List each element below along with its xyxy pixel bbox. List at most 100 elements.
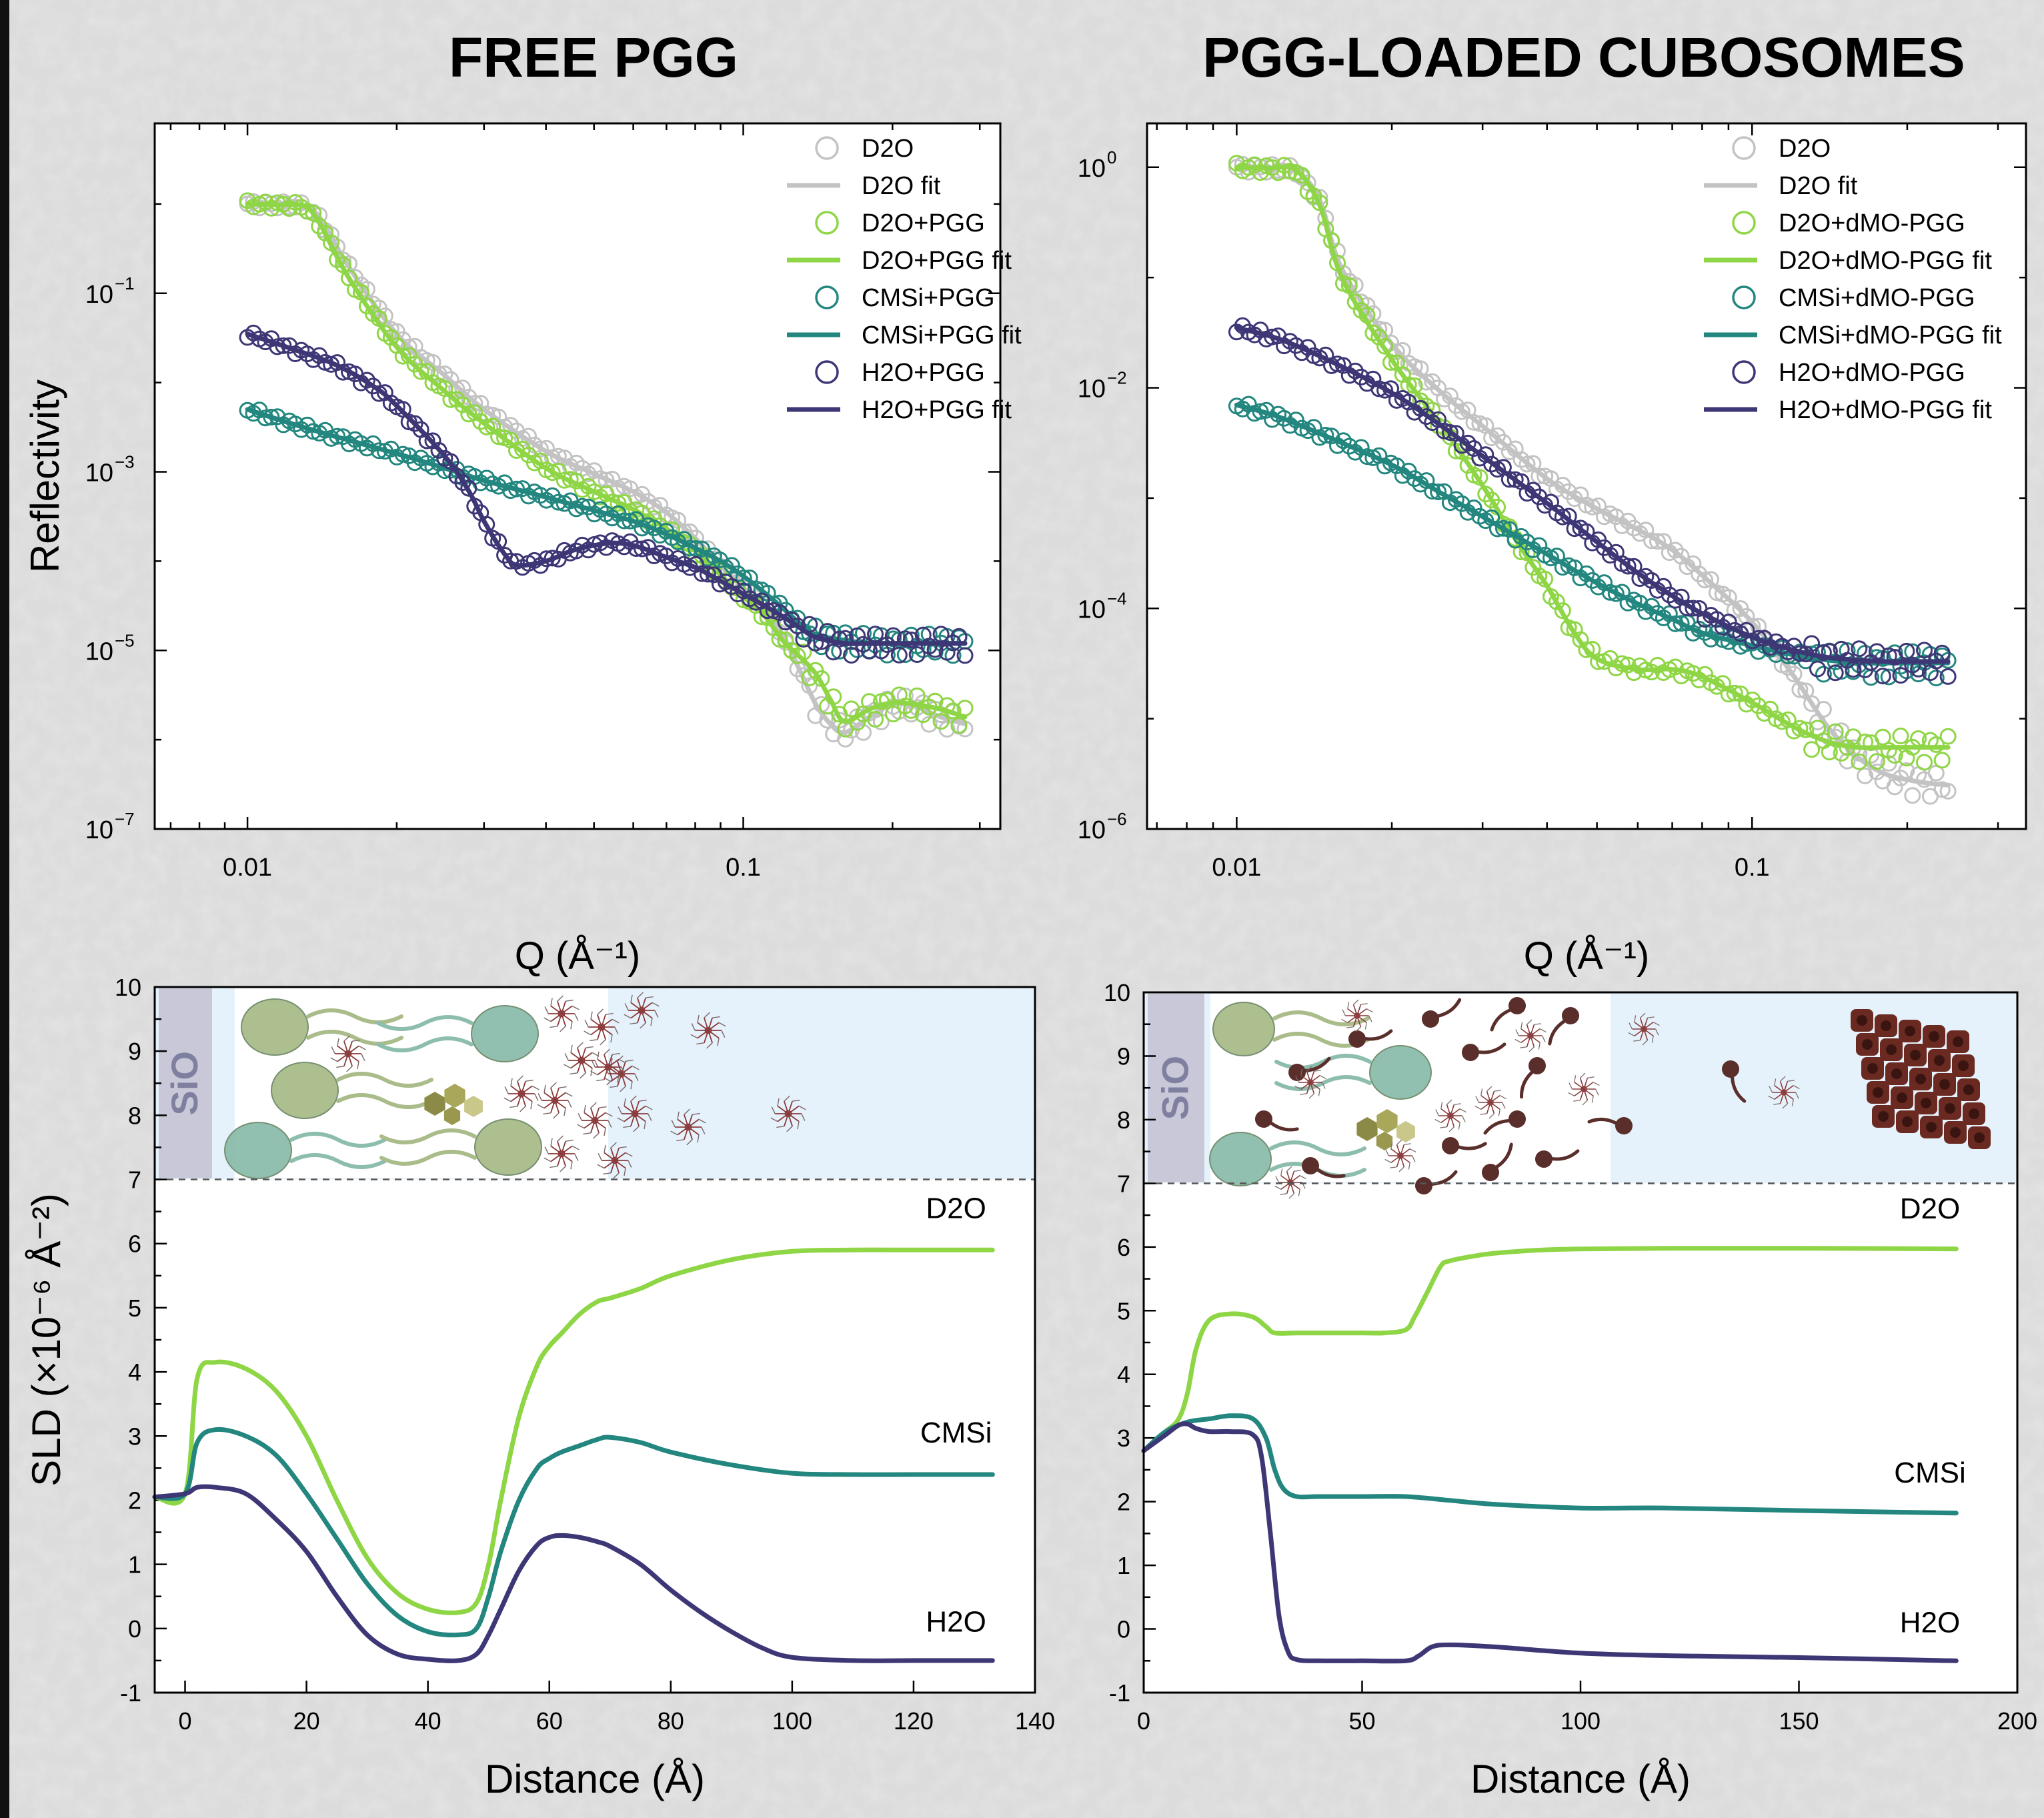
cubosome-pore [1953, 1036, 1963, 1047]
cubosome-pore [1929, 1031, 1939, 1042]
sld-chart-cubosomes: SiO-10123456789100 50 100 150 200D2OCMSiH2OD… [1104, 979, 2037, 1801]
cubosome-pore [1867, 1063, 1878, 1074]
sio2-label: SiO [1154, 1056, 1196, 1120]
cubosome-pore [1963, 1084, 1974, 1095]
legend-label: D2O+PGG fit [862, 247, 1012, 275]
y-tick-label: 10 [115, 974, 141, 1001]
y-tick-label: 2 [128, 1487, 141, 1514]
y-tick-exponent: −3 [115, 452, 135, 472]
cubosome-pore [1857, 1015, 1867, 1026]
y-tick-label: 0 [1117, 1616, 1130, 1643]
x-axis-label: Q (Å⁻¹) [1524, 934, 1649, 978]
legend-label: H2O+PGG [862, 359, 985, 387]
y-tick-label: 9 [128, 1038, 141, 1065]
y-tick-label: -1 [120, 1679, 141, 1707]
legend-label: H2O+PGG fit [862, 396, 1012, 424]
y-tick-label: 6 [128, 1230, 141, 1258]
cubosome-pore [1878, 1111, 1889, 1122]
legend-label: CMSi+PGG fit [862, 321, 1022, 349]
legend-label: D2O+PGG [862, 209, 985, 237]
cubosome-pore [1974, 1132, 1985, 1143]
x-tick-label: 50 [1348, 1707, 1375, 1735]
y-tick-label: 8 [128, 1102, 141, 1129]
y-tick-exponent: 0 [1107, 147, 1116, 167]
y-tick-exponent: −6 [1107, 809, 1127, 829]
title-free-pgg: FREE PGG [449, 26, 738, 89]
lipid-head [1210, 1132, 1271, 1186]
cubosome-pore [1950, 1127, 1961, 1138]
y-tick-label: 2 [1117, 1489, 1130, 1516]
y-tick-label: 10 [85, 281, 113, 309]
x-tick-label: 40 [415, 1707, 441, 1735]
legend-label: CMSi+dMO-PGG fit [1779, 321, 2002, 349]
lipid-head [241, 999, 308, 1055]
x-axis-label: Distance (Å) [485, 1757, 705, 1801]
x-tick-label: 0 [179, 1707, 192, 1735]
legend-label: H2O+dMO-PGG fit [1779, 396, 1992, 424]
legend-label: D2O [1779, 135, 1831, 163]
legend-label: D2O fit [862, 172, 941, 200]
x-axis-label: Distance (Å) [1470, 1757, 1691, 1801]
series-label: CMSi [1894, 1457, 1966, 1489]
lipid-head [271, 1062, 338, 1118]
cubosome-pore [1934, 1055, 1945, 1066]
cubosome-pore [1910, 1050, 1921, 1060]
legend-label: D2O+dMO-PGG [1779, 209, 1965, 237]
cubosome-pore [1926, 1122, 1937, 1132]
y-axis-label: SLD (×10⁻⁶ Å⁻²) [24, 1193, 69, 1487]
series-label: CMSi [920, 1417, 992, 1449]
cubosome-pore [1873, 1087, 1883, 1098]
legend-label: D2O [862, 135, 914, 163]
y-tick-label: 10 [85, 460, 113, 488]
y-tick-label: 4 [1117, 1361, 1130, 1389]
cubosome-pore [1921, 1098, 1931, 1108]
cubosome-pore [1902, 1116, 1913, 1127]
legend-label: H2O+dMO-PGG [1779, 359, 1965, 387]
legend-label: CMSi+dMO-PGG [1779, 284, 1975, 312]
y-tick-label: 10 [85, 816, 113, 844]
y-tick-label: 10 [1078, 155, 1106, 183]
x-tick-label: 0.1 [1735, 854, 1770, 882]
lipid-head [1213, 1002, 1274, 1056]
y-tick-exponent: −5 [115, 630, 135, 650]
cubosome-pore [1886, 1044, 1897, 1055]
y-tick-label: 6 [1117, 1234, 1130, 1261]
lipid-head [1370, 1046, 1431, 1099]
cubosome-pore [1862, 1039, 1873, 1050]
series-label: H2O [1900, 1606, 1960, 1639]
y-tick-label: 9 [1117, 1042, 1130, 1070]
y-tick-label: 10 [1078, 816, 1106, 844]
cubosome-pore [1897, 1092, 1907, 1103]
y-tick-label: 3 [128, 1423, 141, 1450]
cubosome-pore [1881, 1020, 1891, 1031]
legend-label: D2O fit [1779, 172, 1858, 200]
x-tick-label: 0 [1137, 1707, 1150, 1735]
y-tick-label: 10 [1078, 596, 1106, 624]
x-axis-label: Q (Å⁻¹) [515, 934, 640, 978]
legend-label: D2O+dMO-PGG fit [1779, 247, 1992, 275]
x-tick-label: 100 [1561, 1707, 1601, 1735]
title-pgg-loaded-cubosomes: PGG-LOADED CUBOSOMES [1202, 26, 1965, 89]
y-axis-label: Reflectivity [23, 379, 67, 573]
cubosome-pore [1958, 1060, 1969, 1071]
cubosome-pore [1939, 1079, 1950, 1090]
x-tick-label: 60 [536, 1707, 563, 1735]
lipid-head [475, 1119, 542, 1175]
y-tick-label: 1 [1117, 1552, 1130, 1579]
y-tick-label: 3 [1117, 1425, 1130, 1452]
legend-label: CMSi+PGG [862, 284, 995, 312]
series-label: H2O [926, 1606, 986, 1639]
y-tick-exponent: −7 [115, 809, 135, 829]
y-tick-label: 4 [128, 1358, 141, 1386]
y-tick-label: 0 [128, 1615, 141, 1643]
x-tick-label: 20 [293, 1707, 320, 1735]
y-tick-label: 10 [1078, 375, 1106, 403]
sio2-label: SiO [163, 1051, 205, 1115]
y-tick-exponent: −1 [115, 273, 135, 293]
x-tick-label: 140 [1015, 1707, 1055, 1735]
y-tick-label: 7 [1117, 1170, 1130, 1197]
sld-chart-free-pgg: SiO-10123456789100 20 40 60 80 100 120 140D2OCM… [24, 974, 1055, 1801]
x-tick-label: 0.01 [223, 854, 272, 882]
x-tick-label: 150 [1779, 1707, 1819, 1735]
